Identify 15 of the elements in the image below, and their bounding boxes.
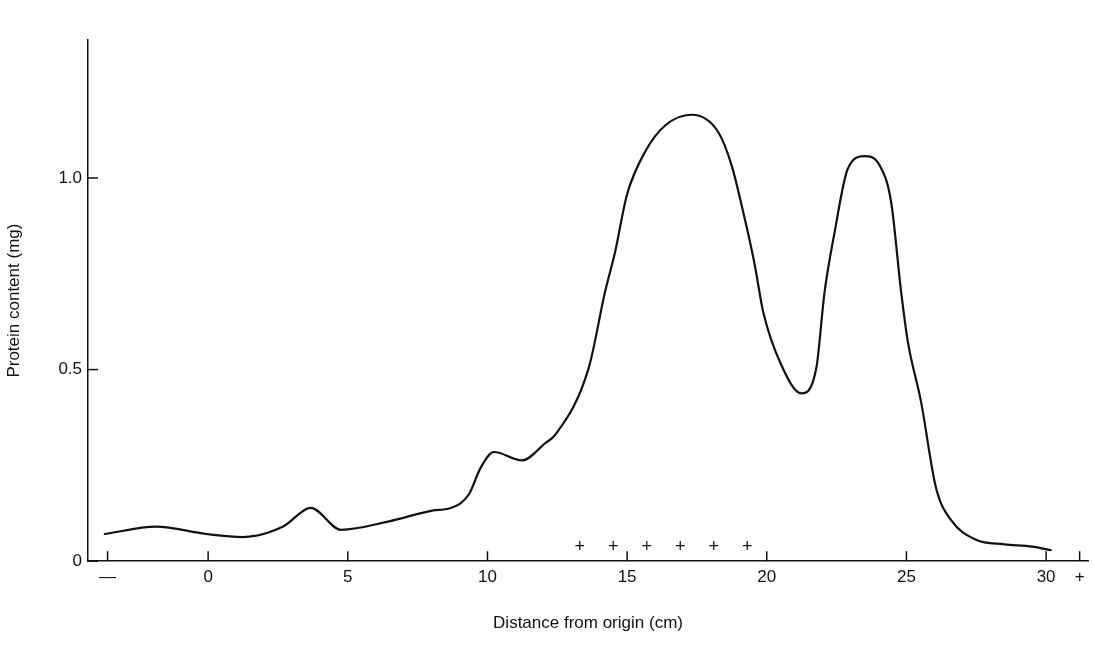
y-tick-label: 0	[72, 550, 83, 570]
x-tick-label: +	[1074, 567, 1085, 587]
x-tick-label: —	[99, 567, 117, 587]
x-tick-label: 0	[203, 567, 213, 587]
x-tick-label: 25	[896, 567, 916, 587]
y-tick-label: 0.5	[58, 359, 83, 379]
x-tick-label: 20	[757, 567, 777, 587]
x-tick-label: 15	[617, 567, 637, 587]
x-tick-label: 5	[343, 567, 353, 587]
x-axis-title: Distance from origin (cm)	[493, 613, 683, 633]
x-tick-label: 10	[478, 567, 497, 587]
annotation: + + + + + +	[574, 536, 762, 557]
y-axis-title: Protein content (mg)	[3, 223, 23, 378]
x-tick-label: 30	[1036, 567, 1056, 587]
y-tick-label: 1.0	[58, 167, 83, 187]
